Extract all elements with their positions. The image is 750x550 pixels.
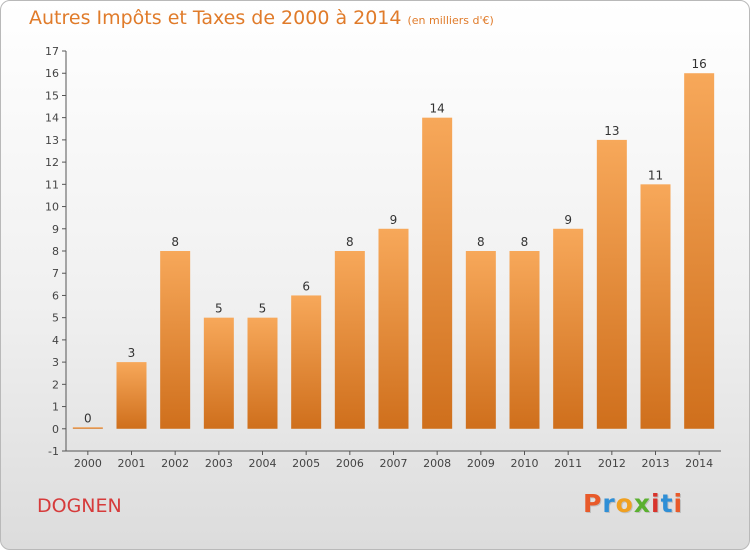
x-tick-label: 2005 [292,457,320,470]
x-tick-label: 2013 [642,457,670,470]
x-tick-label: 2004 [249,457,277,470]
bar [509,251,540,429]
x-tick-label: 2003 [205,457,233,470]
bar [553,228,584,429]
y-tick-label: 13 [45,134,59,147]
y-tick-label: 5 [52,312,59,325]
y-tick-label: 16 [45,67,59,80]
x-tick-label: 2011 [554,457,582,470]
chart-unit-note: (en milliers d'€) [407,14,494,27]
y-tick-label: 15 [45,89,59,102]
bar-value-label: 5 [215,302,223,316]
logo-letter: r [602,489,616,518]
y-tick-label: 2 [52,378,59,391]
chart-title-main: Autres Impôts et Taxes de 2000 à 2014 [29,7,402,29]
y-tick-label: 4 [52,334,59,347]
logo-letter: P [583,489,603,518]
bar [422,117,453,429]
x-tick-label: 2008 [423,457,451,470]
bar [465,251,496,429]
bar [684,73,715,429]
y-tick-label: 8 [52,245,59,258]
y-tick-label: 0 [52,423,59,436]
y-tick-label: 14 [45,112,59,125]
bar [160,251,191,429]
bar [640,184,671,429]
logo-letter: o [615,489,634,518]
x-tick-label: 2012 [598,457,626,470]
bar [334,251,365,429]
x-tick-label: 2000 [74,457,102,470]
y-tick-label: 1 [52,401,59,414]
y-tick-label: 17 [45,45,59,58]
logo-letter: i [651,489,661,518]
y-tick-label: -1 [48,445,59,458]
bar-value-label: 0 [84,411,92,425]
chart-title: Autres Impôts et Taxes de 2000 à 2014 (en… [29,7,494,29]
commune-name: DOGNEN [37,495,122,517]
bar-value-label: 13 [604,124,619,138]
bar-value-label: 11 [648,168,663,182]
x-tick-label: 2007 [380,457,408,470]
bar-value-label: 14 [430,102,445,116]
bar [291,295,322,429]
y-tick-label: 7 [52,267,59,280]
bar [596,139,627,429]
x-tick-label: 2002 [161,457,189,470]
bar [116,362,147,429]
y-tick-label: 3 [52,356,59,369]
bar-value-label: 6 [302,279,310,293]
x-tick-label: 2014 [685,457,713,470]
x-tick-label: 2001 [118,457,146,470]
bar-value-label: 9 [564,213,572,227]
logo-letter: i [673,489,684,518]
y-tick-label: 10 [45,201,59,214]
bar-value-label: 8 [477,235,485,249]
bar-value-label: 3 [128,346,136,360]
bar [378,228,409,429]
logo-letter: t [660,489,674,518]
bar-value-label: 5 [259,302,267,316]
y-tick-label: 6 [52,289,59,302]
bar-value-label: 8 [171,235,179,249]
bar [72,427,103,429]
bar-value-label: 8 [521,235,529,249]
bar [247,317,278,429]
y-tick-label: 9 [52,223,59,236]
proxiti-logo: Proxiti [583,489,683,518]
x-tick-label: 2006 [336,457,364,470]
y-tick-label: 12 [45,156,59,169]
y-tick-label: 11 [45,178,59,191]
bar-value-label: 8 [346,235,354,249]
x-tick-label: 2009 [467,457,495,470]
bar [203,317,234,429]
logo-letter: x [633,489,651,518]
x-tick-label: 2010 [511,457,539,470]
bar-value-label: 9 [390,213,398,227]
bar-value-label: 16 [692,57,707,71]
